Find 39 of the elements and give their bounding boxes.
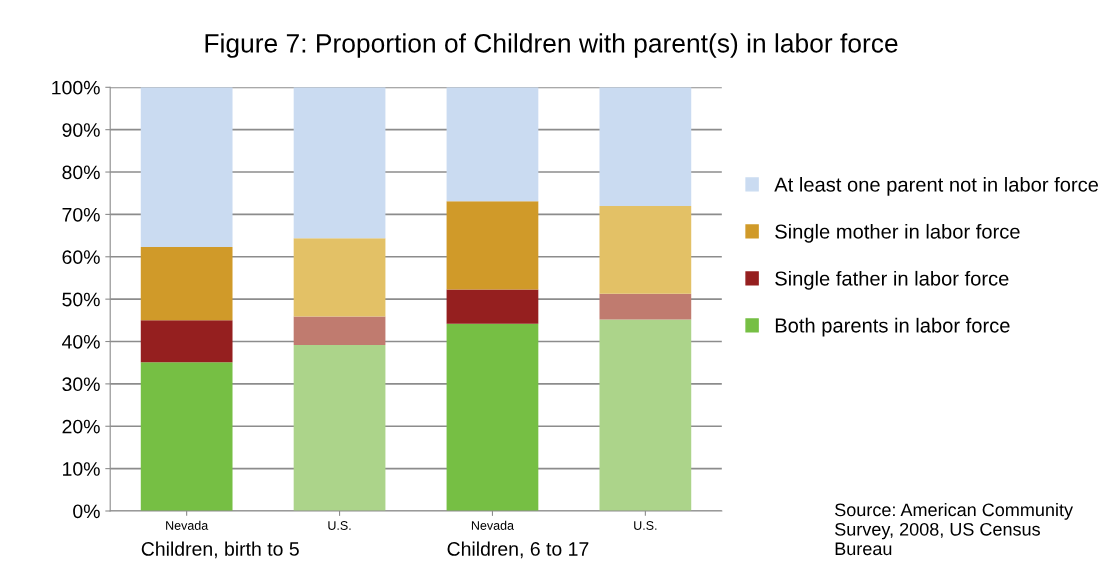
legend-label: At least one parent not in labor force	[774, 176, 1099, 196]
y-tick-label: 20%	[62, 419, 100, 434]
y-tick-label: 40%	[62, 334, 100, 349]
x-tick-label: U.S.	[328, 521, 351, 530]
bar	[446, 87, 539, 202]
x-tick-label: Nevada	[471, 520, 514, 530]
bar	[446, 289, 539, 324]
y-tick-label: 80%	[62, 165, 100, 180]
y-tick-label: 10%	[63, 462, 100, 476]
bar	[599, 293, 692, 320]
y-tick-label: 0%	[73, 504, 100, 519]
legend-label: Single mother in labor force	[775, 223, 1020, 243]
bar	[599, 205, 692, 294]
bar	[599, 87, 692, 206]
y-tick-label: 50%	[62, 292, 100, 307]
text: Children, birth to 5	[141, 541, 299, 559]
text: Children, 6 to 17	[447, 541, 589, 559]
bar	[140, 87, 233, 248]
bar	[293, 344, 386, 511]
x-tick-label: U.S.	[634, 521, 657, 530]
legend-label: Both parents in labor force	[775, 317, 1010, 337]
y-tick-label: 60%	[62, 250, 100, 265]
x-tick-label: Nevada	[166, 520, 209, 530]
y-tick-label: 100%	[52, 80, 100, 95]
bar	[140, 247, 233, 321]
bar	[293, 238, 386, 317]
bar	[293, 316, 386, 345]
bar	[446, 323, 539, 511]
bar	[599, 319, 692, 511]
bar	[293, 87, 386, 239]
bar	[140, 320, 233, 363]
chart-title: Figure 7: Proportion of Children with parent(s) in labor force	[205, 33, 898, 58]
source-note: Source: American Community Survey, 2008, US Census Bureau	[835, 502, 1074, 556]
y-tick-label: 30%	[62, 377, 100, 392]
legend-label: Single father in labor force	[775, 270, 1009, 290]
bar	[446, 201, 539, 290]
bar	[140, 362, 233, 511]
y-tick-label: 70%	[62, 207, 100, 222]
y-tick-label: 90%	[62, 123, 100, 137]
